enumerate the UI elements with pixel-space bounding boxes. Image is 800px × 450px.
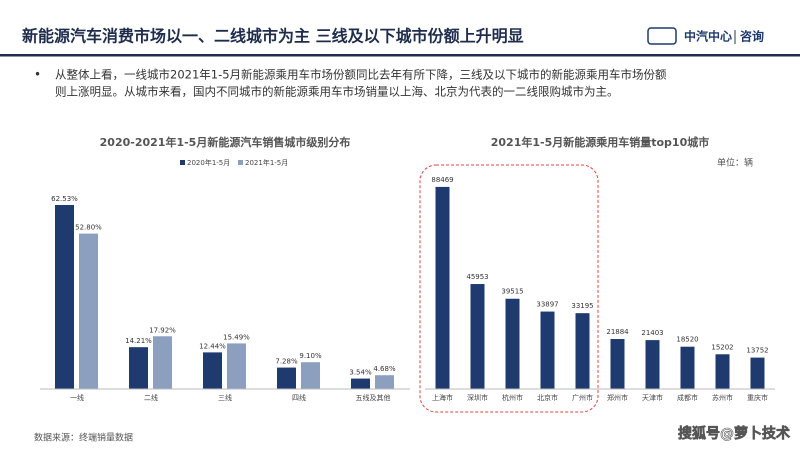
chart-title: 2020-2021年1-5月新能源汽车销售城市级别分布 [100,135,351,149]
header-rule [0,54,800,57]
value-label: 33897 [536,301,558,309]
x-tick-label: 北京市 [537,393,558,402]
x-tick-label: 深圳市 [467,393,488,402]
slide-title: 新能源汽车消费市场以一、二线城市为主 三线及以下城市份额上升明显 [22,27,524,46]
bar [610,339,625,389]
value-label: 7.28% [275,358,298,366]
x-tick-label: 苏州市 [712,393,733,402]
bar [203,352,222,389]
logo-icon [647,27,677,45]
x-tick-label: 二线 [144,393,158,402]
value-label: 9.10% [299,352,322,360]
x-tick-label: 三线 [218,393,232,402]
bar [715,354,730,389]
bar [645,340,660,389]
value-label: 21403 [641,329,663,337]
legend-label: 2021年1-5月 [245,158,288,167]
value-label: 45953 [466,273,488,281]
x-tick-label: 天津市 [642,393,663,402]
logo-sub: 咨询 [740,29,764,44]
x-tick-label: 一线 [70,393,84,402]
value-label: 88469 [431,176,453,184]
x-tick-label: 广州市 [572,393,593,402]
bar [435,186,450,389]
source: 数据来源：终端销量数据 [34,432,133,444]
x-tick-label: 重庆市 [747,393,768,402]
bullet-dot: • [34,68,41,82]
bar [575,313,590,389]
bar [540,311,555,389]
bar [301,362,320,389]
value-label: 12.44% [199,342,226,350]
value-label: 52.80% [75,224,102,232]
value-label: 17.92% [149,326,176,334]
x-tick-label: 五线及其他 [356,393,391,402]
chart-title: 2021年1-5月新能源乘用车销量top10城市 [491,135,710,149]
x-tick-label: 上海市 [432,393,453,402]
x-tick-label: 杭州市 [502,393,523,402]
logo: 中汽中心 [684,29,732,44]
watermark: 搜狐号@萝卜技术 [678,425,790,442]
value-label: 18520 [676,336,698,344]
x-tick-label: 郑州市 [607,393,628,402]
unit-label: 单位：辆 [717,157,753,169]
bar [505,298,520,389]
legend-swatch [180,160,185,165]
bar [153,336,172,389]
value-label: 3.54% [349,369,372,377]
value-label: 39515 [501,288,523,296]
bar [227,343,246,389]
highlight-box [419,164,599,413]
x-tick-label: 四线 [292,393,306,402]
bar [680,346,695,389]
bullet-line: 则上涨明显。从城市来看，国内不同城市的新能源乘用车市场销量以上海、北京为代表的一… [55,85,619,99]
bar [129,347,148,389]
bar [79,233,98,389]
value-label: 15.49% [223,333,250,341]
bar [470,284,485,389]
value-label: 15202 [711,343,733,351]
value-label: 33195 [571,302,593,310]
x-tick-label: 成都市 [677,393,698,402]
bar [375,375,394,389]
legend-swatch [238,160,243,165]
value-label: 4.68% [373,365,396,373]
value-label: 14.21% [125,337,152,345]
bar [750,357,765,389]
bar [55,204,74,389]
bullet-line: 从整体上看，一线城市2021年1-5月新能源乘用车市场份额同比去年有所下降，三线… [55,68,667,82]
value-label: 21884 [606,328,629,336]
bar [277,367,296,389]
legend-label: 2020年1-5月 [187,158,230,167]
value-label: 13752 [746,347,768,355]
bar [351,378,370,389]
value-label: 62.53% [51,195,78,203]
